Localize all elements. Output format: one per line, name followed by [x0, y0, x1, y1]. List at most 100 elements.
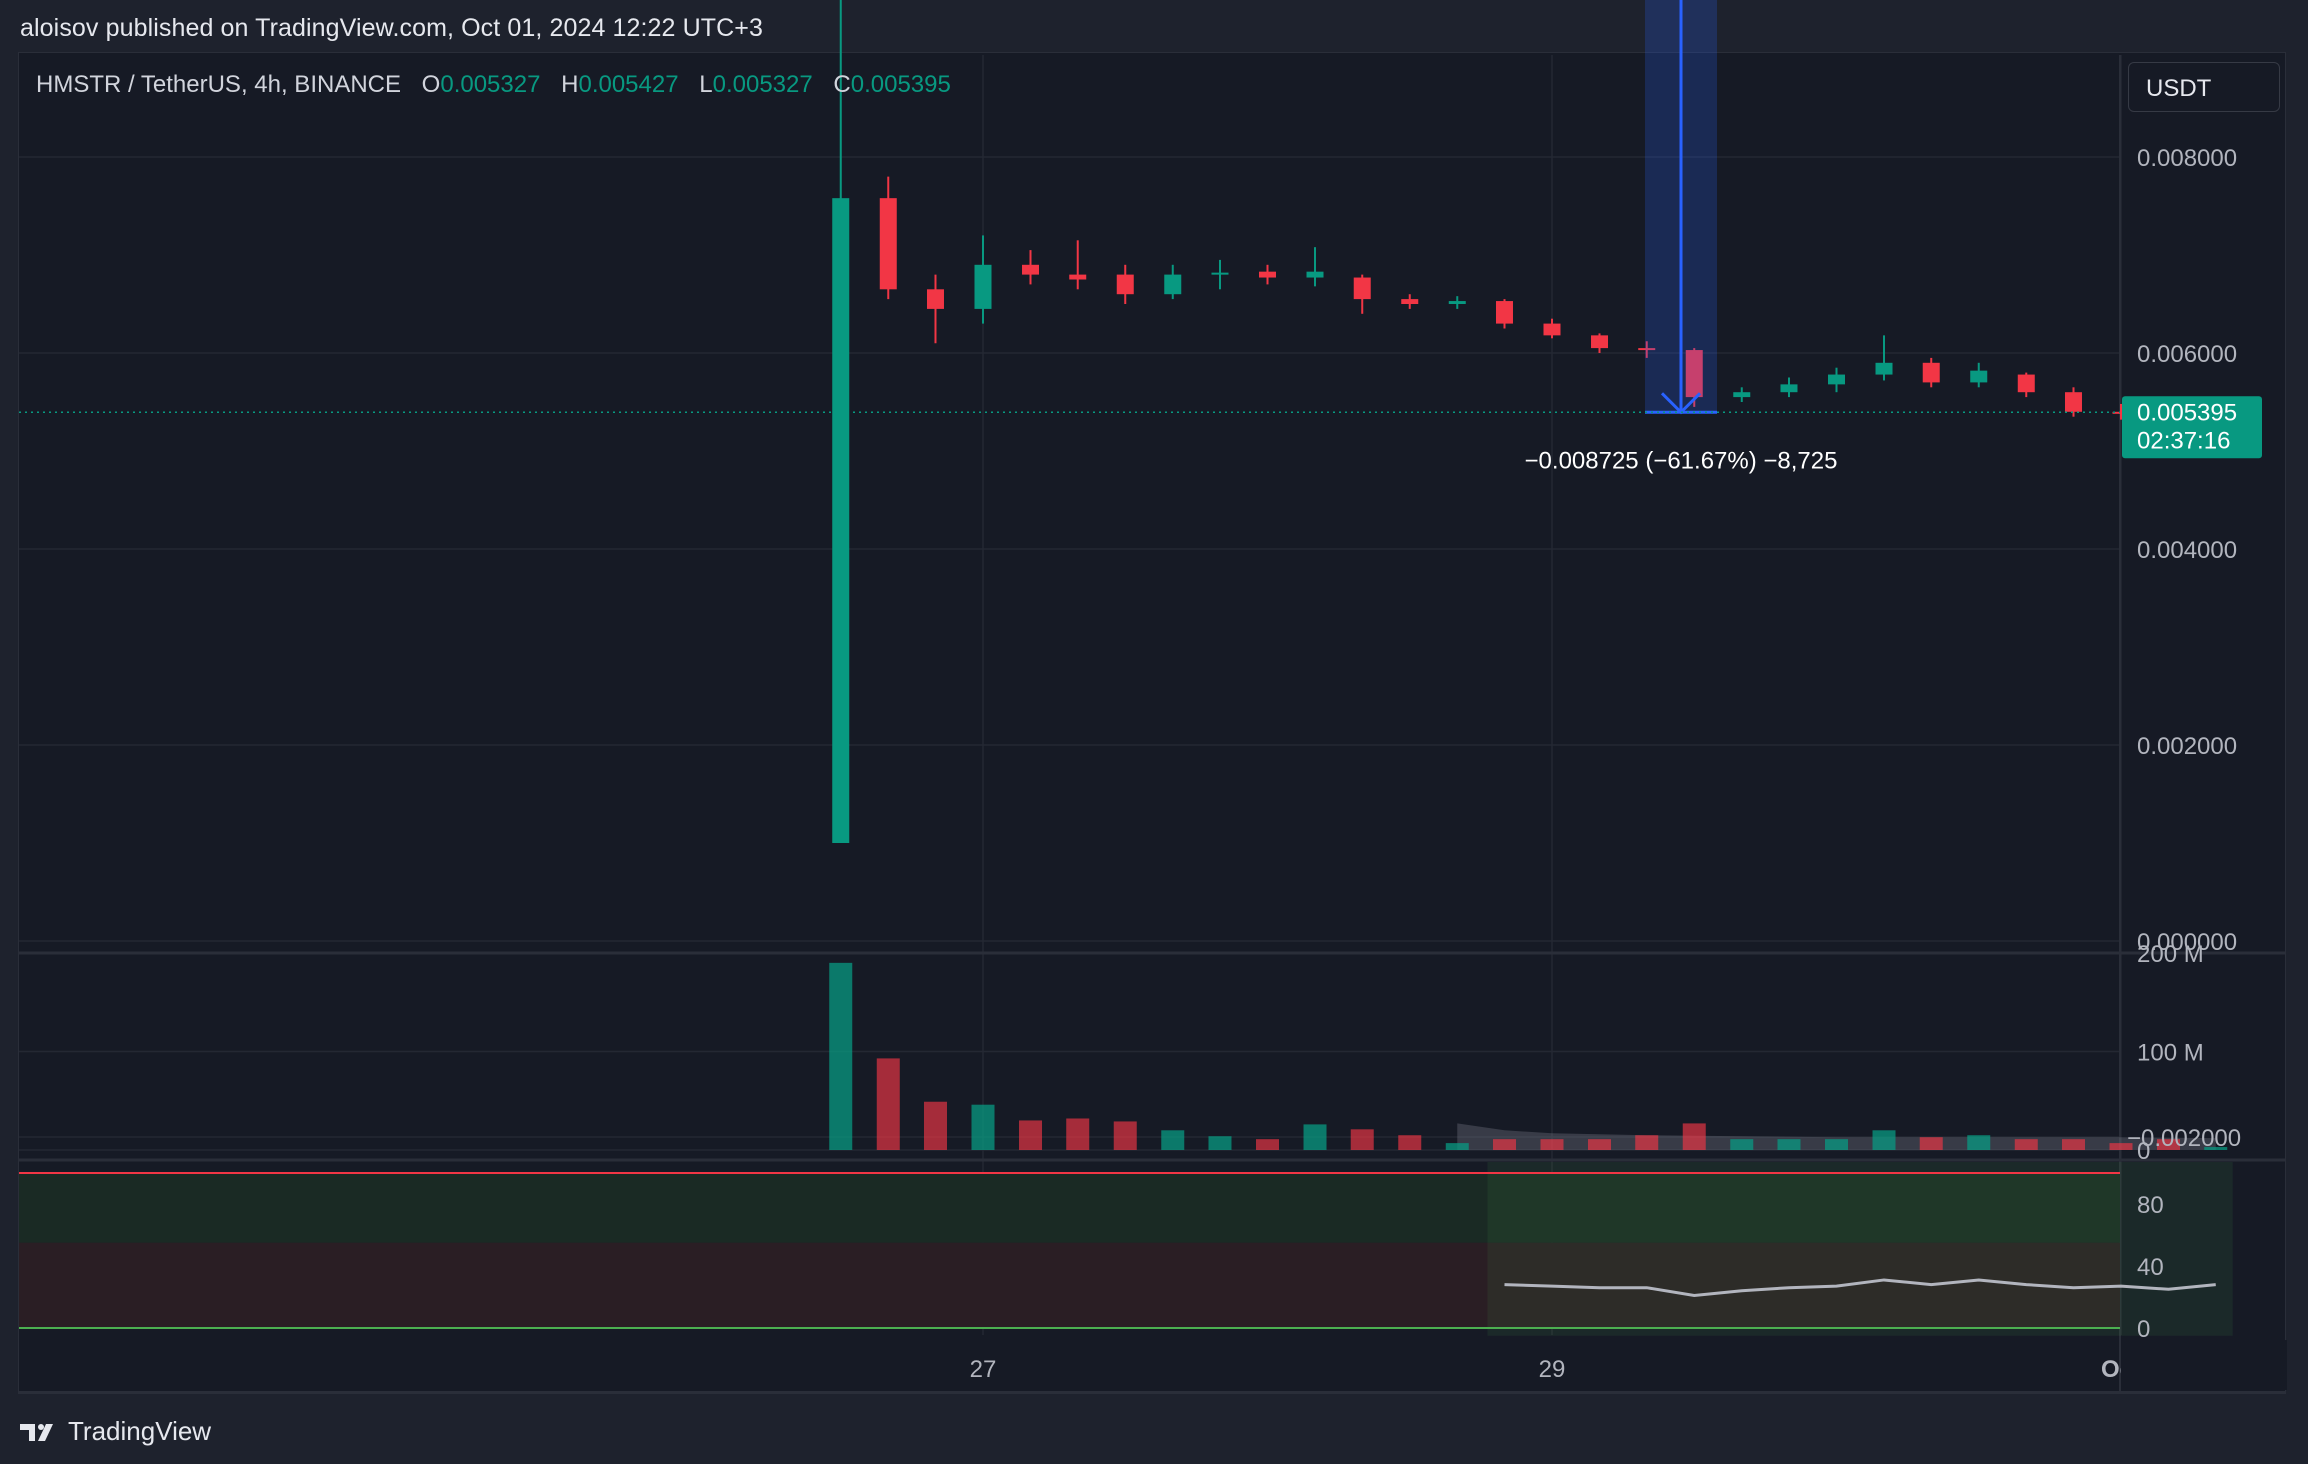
candle [1828, 367, 1845, 393]
candle-body [2064, 392, 2082, 412]
volume-bar [1350, 1129, 1374, 1150]
rsi-overbought-zone [19, 1173, 2120, 1243]
price-tick-label: 0.004000 [2137, 537, 2237, 564]
volume-bar [1208, 1136, 1232, 1150]
candle-body [1970, 370, 1988, 383]
candle-body [1211, 272, 1229, 275]
candle-body [1116, 274, 1134, 295]
candle-body [1922, 362, 1940, 383]
volume-bar [2014, 1139, 2038, 1150]
volume-bar [1635, 1135, 1659, 1150]
candle [926, 274, 944, 344]
time-tick-label: 29 [1539, 1356, 1566, 1383]
rsi-pane-background [19, 1162, 2233, 1336]
candle-body [2017, 374, 2035, 393]
volume-bar [1967, 1135, 1991, 1150]
countdown-timer: 02:37:16 [2137, 427, 2230, 454]
candle [1543, 318, 1561, 339]
candle-body [926, 289, 944, 309]
volume-bar [1825, 1139, 1848, 1150]
candle-body [1733, 392, 1751, 398]
time-axis[interactable]: 2729Oct35 [970, 1340, 2308, 1390]
volume-bar [829, 962, 853, 1150]
candle [1164, 264, 1182, 300]
candle [1780, 377, 1798, 398]
price-tick-label: 0.008000 [2137, 145, 2237, 172]
candle-body [879, 198, 897, 290]
volume-bar [1588, 1139, 1612, 1150]
candle [879, 176, 897, 300]
candle-body [1875, 362, 1893, 375]
volume-bar [1872, 1130, 1896, 1150]
currency-button[interactable]: USDT [2128, 62, 2280, 112]
rsi-tick-label: 40 [2137, 1254, 2164, 1281]
candle [974, 235, 992, 324]
candle [1353, 274, 1371, 314]
price-range-measure[interactable]: −0.008725 (−61.67%) −8,725 [1525, 0, 1838, 474]
candle-body [832, 198, 850, 843]
candle-body [1495, 301, 1513, 324]
candle-body [1543, 323, 1561, 336]
volume-tick-label: 0 [2137, 1138, 2150, 1165]
rsi-highlight-range [1487, 1162, 2233, 1336]
volume-tick-label: 200 M [2137, 941, 2204, 968]
rsi-line [1504, 1278, 2216, 1297]
candle-body [1591, 335, 1609, 349]
volume-bar [1919, 1137, 1943, 1150]
candle [1638, 341, 1656, 358]
candle-body [1353, 277, 1371, 300]
candle-body [1685, 350, 1703, 398]
price-tick-label: 0.002000 [2137, 733, 2237, 760]
candle [1922, 357, 1940, 388]
candle-body [1164, 274, 1182, 295]
volume-bar [1540, 1139, 1564, 1150]
candle [1970, 362, 1988, 388]
candle-body [1259, 271, 1276, 278]
candle [1022, 250, 1040, 285]
volume-bar [971, 1104, 995, 1150]
last-price-value: 0.005395 [2137, 399, 2237, 426]
volume-bars [829, 962, 2228, 1150]
price-tick-label: −0.002000 [2127, 1125, 2241, 1152]
volume-bar [2109, 1143, 2133, 1150]
candle-body [1401, 299, 1419, 304]
tradingview-logo-text: TradingView [68, 1416, 212, 1446]
volume-tick-label: 100 M [2137, 1040, 2204, 1067]
close-value: 0.005395 [850, 71, 951, 98]
volume-bar [876, 1058, 900, 1150]
candle-body [1306, 271, 1324, 278]
volume-bar [1256, 1139, 1279, 1150]
candle [1733, 387, 1751, 402]
volume-bar [1682, 1123, 1706, 1150]
volume-bar [1492, 1139, 1516, 1150]
candle-body [2112, 411, 2130, 414]
candle [832, 0, 850, 843]
candle-body [974, 264, 992, 309]
rsi-indicator [1504, 1278, 2216, 1297]
volume-bar [1730, 1139, 1754, 1150]
symbol-name[interactable]: HMSTR / TetherUS, 4h, BINANCE [36, 71, 401, 98]
open-value: 0.005327 [440, 71, 541, 98]
chart-canvas[interactable]: −0.008725 (−61.67%) −8,725 0.0140000.012… [0, 0, 2308, 1400]
candle-body [1448, 301, 1466, 304]
volume-bar [1303, 1124, 1327, 1150]
high-value: 0.005427 [578, 71, 679, 98]
candle [2017, 372, 2035, 398]
candle [1069, 240, 1087, 290]
candle-body [1828, 374, 1845, 385]
time-tick-label: 27 [970, 1356, 997, 1383]
price-tick-label: 0.000000 [2137, 929, 2237, 956]
rsi-tick-label: 80 [2137, 1192, 2164, 1219]
candle [1448, 296, 1466, 309]
symbol-legend[interactable]: HMSTR / TetherUS, 4h, BINANCE O0.005327 … [36, 71, 951, 99]
axis-corner [2121, 1340, 2287, 1390]
tradingview-logo[interactable]: TradingView [20, 1416, 211, 1447]
chart-frame [18, 52, 2286, 1394]
last-price-label-bg [2122, 396, 2262, 459]
measure-label: −0.008725 (−61.67%) −8,725 [1525, 447, 1838, 474]
price-axis[interactable]: 0.0140000.0120000.0100000.0080000.006000… [2127, 0, 2241, 1152]
volume-bar [2204, 1147, 2228, 1150]
volume-bar [1445, 1143, 1469, 1150]
candle-body [1780, 384, 1798, 393]
